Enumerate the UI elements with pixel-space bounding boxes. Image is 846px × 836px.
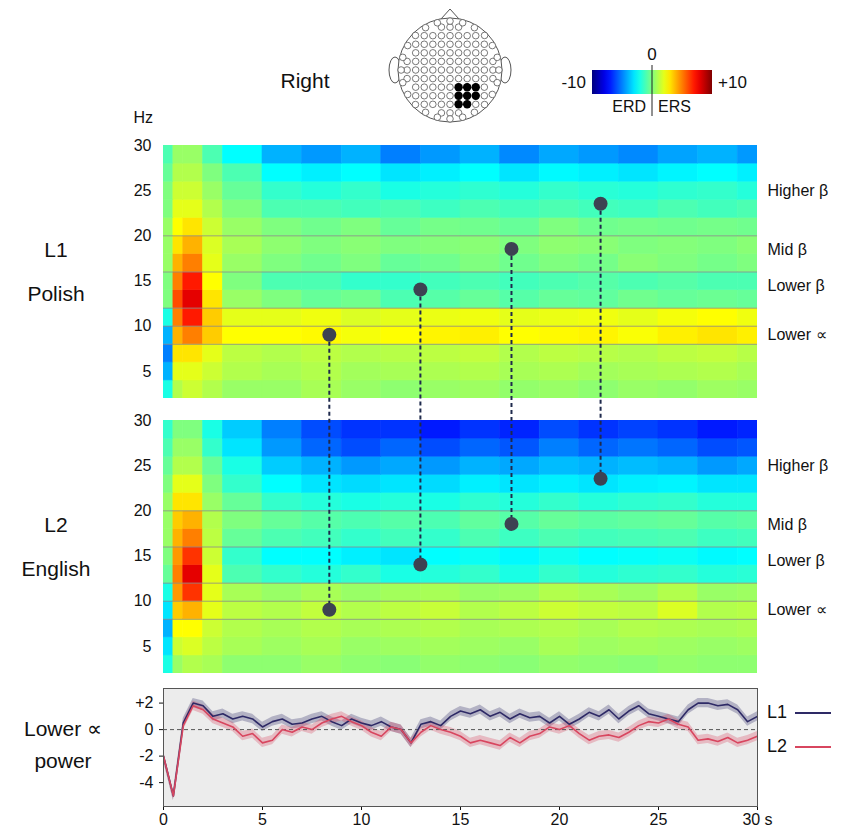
- svg-text:20: 20: [551, 811, 569, 828]
- svg-text:+10: +10: [718, 73, 747, 92]
- html-text:L1: L1: [767, 702, 787, 722]
- svg-text:Mid β: Mid β: [768, 516, 807, 533]
- svg-text:Lower ∝: Lower ∝: [768, 601, 827, 618]
- html-text:L2: L2: [767, 736, 787, 756]
- html-text:power: power: [34, 749, 92, 772]
- svg-text:20: 20: [134, 502, 152, 519]
- svg-text:30: 30: [134, 137, 152, 154]
- svg-text:-10: -10: [561, 73, 586, 92]
- svg-text:10: 10: [134, 317, 152, 334]
- svg-text:15: 15: [134, 547, 152, 564]
- svg-text:10: 10: [134, 592, 152, 609]
- svg-text:30: 30: [134, 412, 152, 429]
- svg-text:15: 15: [452, 811, 470, 828]
- svg-text:25: 25: [134, 457, 152, 474]
- svg-text:5: 5: [258, 811, 267, 828]
- html-text:Lower ∝: Lower ∝: [24, 717, 102, 740]
- svg-text:20: 20: [134, 227, 152, 244]
- svg-text:-2: -2: [139, 747, 153, 764]
- svg-text:15: 15: [134, 272, 152, 289]
- svg-text:Lower ∝: Lower ∝: [768, 326, 827, 343]
- svg-text:Right: Right: [280, 69, 329, 92]
- html-text:L1: L1: [44, 237, 68, 261]
- html-text:Hz: Hz: [133, 109, 153, 126]
- svg-text:0: 0: [647, 45, 656, 64]
- svg-text:-4: -4: [139, 774, 153, 791]
- svg-text:25: 25: [134, 182, 152, 199]
- svg-text:Mid β: Mid β: [768, 241, 807, 258]
- svg-text:Higher β: Higher β: [768, 182, 829, 199]
- svg-text:5: 5: [143, 363, 152, 380]
- svg-text:Lower β: Lower β: [768, 277, 825, 294]
- svg-text:ERS: ERS: [658, 98, 691, 115]
- svg-text:25: 25: [650, 811, 668, 828]
- svg-text:Higher β: Higher β: [768, 457, 829, 474]
- svg-text:+2: +2: [135, 694, 153, 711]
- html-text:English: English: [21, 556, 91, 580]
- svg-text:30 s: 30 s: [742, 811, 772, 828]
- html-text:Polish: Polish: [27, 281, 85, 305]
- svg-text:5: 5: [143, 638, 152, 655]
- svg-text:10: 10: [353, 811, 371, 828]
- svg-text:Lower β: Lower β: [768, 552, 825, 569]
- html-text:L2: L2: [44, 512, 68, 536]
- svg-text:0: 0: [145, 721, 154, 738]
- svg-text:ERD: ERD: [612, 98, 646, 115]
- svg-text:0: 0: [159, 811, 168, 828]
